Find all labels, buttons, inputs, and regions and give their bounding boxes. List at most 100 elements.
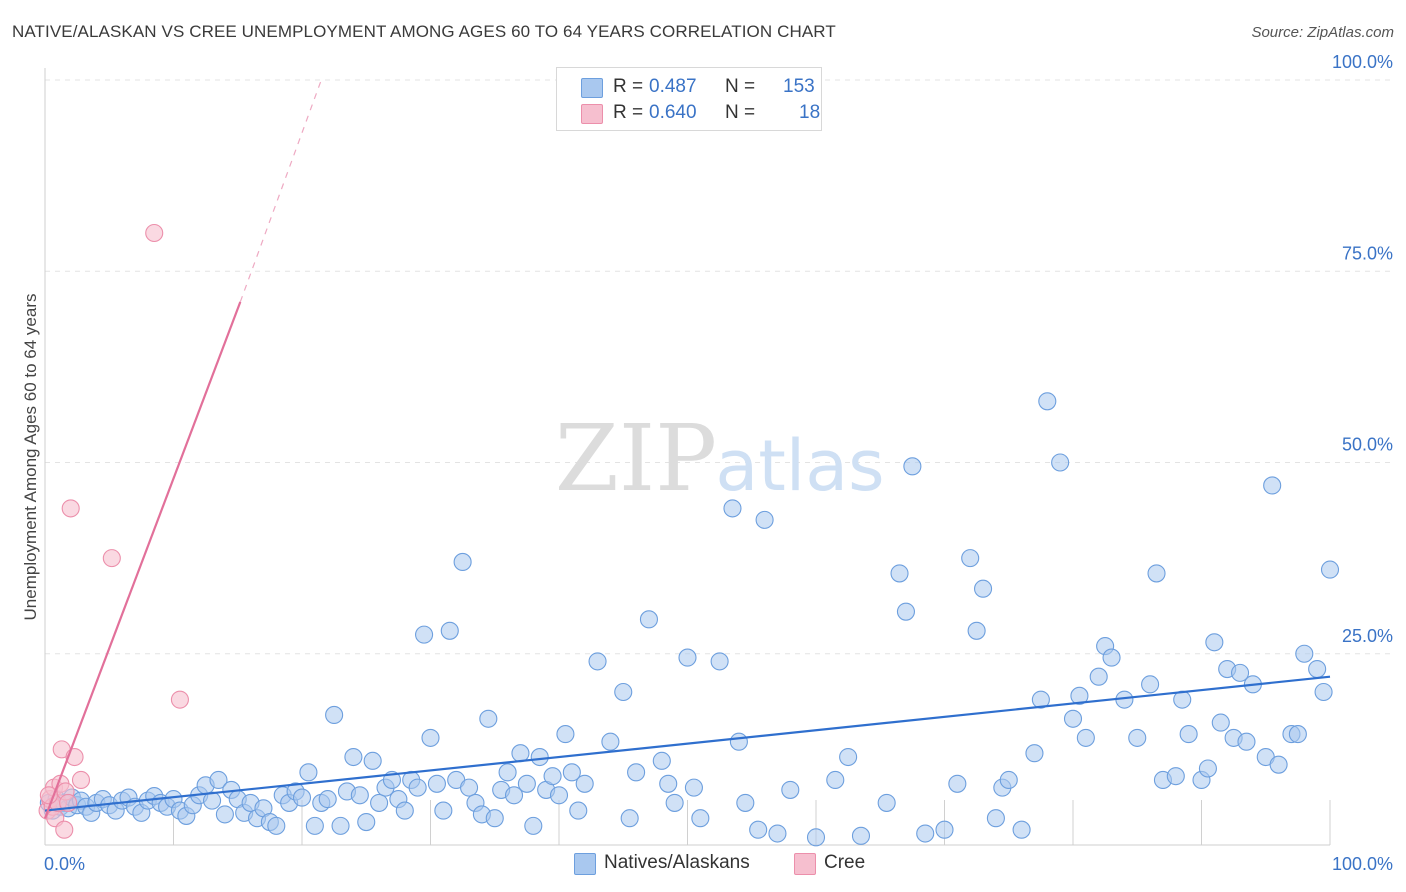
point-natives-alaskans <box>1089 667 1108 686</box>
n-label: N = <box>725 102 756 123</box>
point-natives-alaskans <box>427 774 446 793</box>
point-natives-alaskans <box>479 709 498 728</box>
point-natives-alaskans <box>999 770 1018 790</box>
point-natives-alaskans <box>890 564 909 583</box>
point-natives-alaskans <box>1320 560 1340 579</box>
point-natives-alaskans <box>415 625 434 644</box>
point-natives-alaskans <box>601 732 620 751</box>
point-natives-alaskans <box>948 774 967 793</box>
point-natives-alaskans <box>344 747 363 767</box>
point-natives-alaskans <box>1070 686 1089 705</box>
point-natives-alaskans <box>665 793 684 812</box>
point-natives-alaskans <box>318 790 337 809</box>
point-natives-alaskans <box>639 610 659 629</box>
point-natives-alaskans <box>1038 392 1057 411</box>
point-natives-alaskans <box>215 805 234 824</box>
chart-title: NATIVE/ALASKAN VS CREE UNEMPLOYMENT AMON… <box>12 22 836 41</box>
point-natives-alaskans <box>1231 663 1250 682</box>
trend-line-cree <box>43 301 242 819</box>
point-natives-alaskans <box>370 793 389 812</box>
point-natives-alaskans <box>575 774 594 793</box>
point-natives-alaskans <box>549 786 569 805</box>
point-natives-alaskans <box>1025 744 1044 763</box>
stats-legend: R = 0.487 N = 153 R = 0.640 N = 18 <box>556 67 822 131</box>
point-natives-alaskans <box>1308 659 1327 679</box>
x-tick-label: 0.0% <box>44 854 85 874</box>
point-natives-alaskans <box>292 788 312 807</box>
point-natives-alaskans <box>1295 644 1314 663</box>
point-natives-alaskans <box>267 816 286 835</box>
y-tick-label: 50.0% <box>1342 435 1393 455</box>
point-natives-alaskans <box>768 824 787 843</box>
swatch-cree <box>581 104 603 124</box>
point-cree <box>170 690 189 709</box>
trend-line-cree-extension <box>239 79 322 303</box>
point-natives-alaskans <box>325 705 344 725</box>
point-cree <box>55 820 74 839</box>
series-cree <box>38 223 189 839</box>
point-natives-alaskans <box>530 747 549 767</box>
point-natives-alaskans <box>408 778 427 797</box>
point-natives-alaskans <box>1166 767 1185 786</box>
point-natives-alaskans <box>755 510 774 529</box>
point-cree <box>61 499 80 518</box>
point-natives-alaskans <box>543 767 562 786</box>
point-natives-alaskans <box>1141 675 1160 694</box>
point-natives-alaskans <box>903 457 922 476</box>
point-natives-alaskans <box>877 793 896 812</box>
point-natives-alaskans <box>961 549 980 568</box>
point-cree <box>102 549 121 568</box>
point-natives-alaskans <box>1102 648 1121 667</box>
point-natives-alaskans <box>485 809 504 828</box>
point-natives-alaskans <box>826 770 845 790</box>
point-natives-alaskans <box>357 812 376 832</box>
point-natives-alaskans <box>781 780 800 799</box>
point-natives-alaskans <box>839 747 858 767</box>
point-natives-alaskans <box>453 552 472 572</box>
point-natives-alaskans <box>723 499 742 518</box>
point-natives-alaskans <box>421 728 440 747</box>
trend-line-natives-alaskans <box>44 675 1331 812</box>
y-tick-label: 75.0% <box>1342 243 1393 263</box>
point-natives-alaskans <box>710 652 729 671</box>
point-natives-alaskans <box>299 763 318 782</box>
legend-swatch-natives <box>574 853 596 875</box>
point-natives-alaskans <box>569 801 588 820</box>
point-natives-alaskans <box>1237 732 1256 751</box>
point-natives-alaskans <box>1269 755 1288 774</box>
y-tick-label: 25.0% <box>1342 626 1393 646</box>
point-natives-alaskans <box>1076 728 1095 747</box>
point-natives-alaskans <box>684 778 703 797</box>
point-natives-alaskans <box>652 751 671 770</box>
point-natives-alaskans <box>627 763 646 782</box>
point-natives-alaskans <box>916 824 935 843</box>
point-natives-alaskans <box>614 682 633 702</box>
point-natives-alaskans <box>736 793 755 812</box>
point-natives-alaskans <box>434 801 453 820</box>
y-tick-label: 100.0% <box>1332 52 1393 72</box>
n-value: 153 <box>783 76 815 97</box>
point-natives-alaskans <box>363 751 382 770</box>
point-natives-alaskans <box>524 816 543 835</box>
point-natives-alaskans <box>691 809 710 828</box>
r-value: 0.487 <box>649 76 697 97</box>
legend-label-cree: Cree <box>824 852 866 873</box>
point-natives-alaskans <box>588 652 607 671</box>
point-natives-alaskans <box>1211 713 1230 732</box>
point-natives-alaskans <box>562 763 581 782</box>
legend-swatch-cree <box>794 853 816 875</box>
point-natives-alaskans <box>1205 633 1224 652</box>
point-natives-alaskans <box>659 774 678 793</box>
point-natives-alaskans <box>556 725 575 744</box>
point-natives-alaskans <box>986 809 1005 828</box>
point-natives-alaskans <box>1128 728 1147 747</box>
point-natives-alaskans <box>935 820 954 839</box>
point-natives-alaskans <box>1198 759 1217 778</box>
point-natives-alaskans <box>1147 564 1166 583</box>
series-natives-alaskans <box>39 392 1340 847</box>
axes <box>44 68 1330 846</box>
point-cree <box>71 770 91 790</box>
point-natives-alaskans <box>517 774 536 793</box>
point-natives-alaskans <box>1263 476 1282 495</box>
point-natives-alaskans <box>749 820 768 839</box>
